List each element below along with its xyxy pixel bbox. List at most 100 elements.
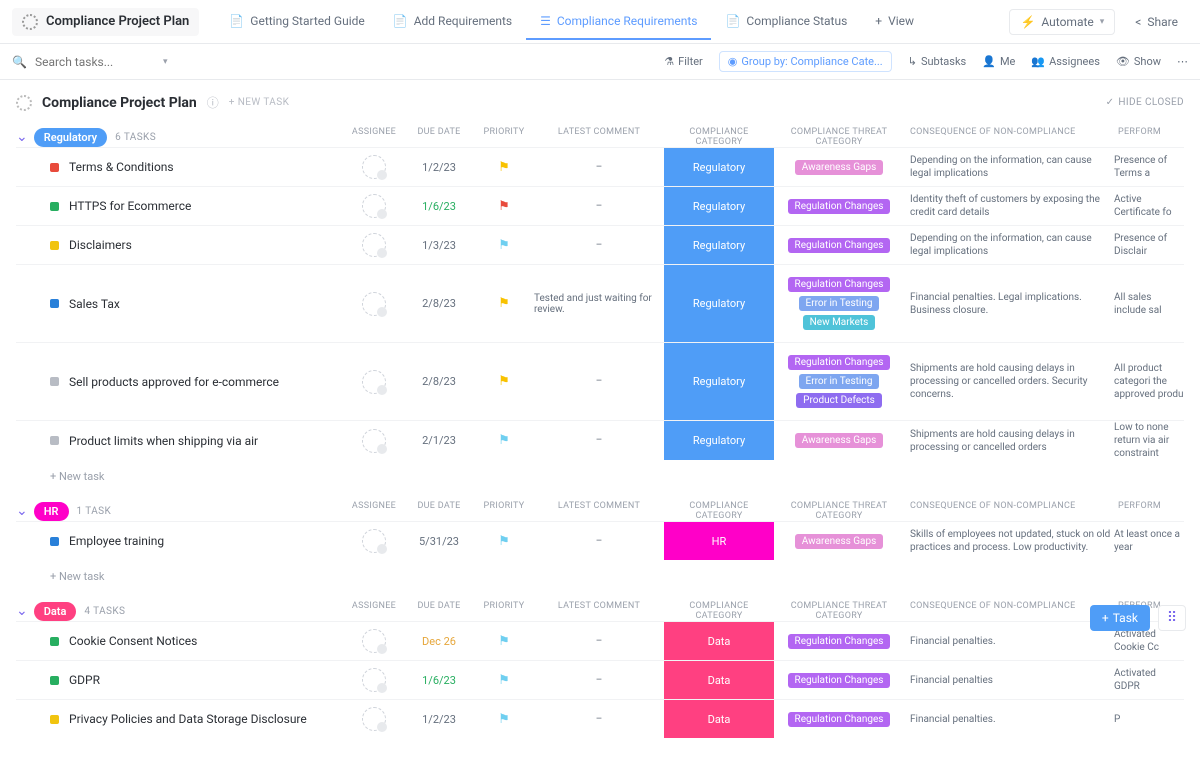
collapse-icon[interactable]: ⌄ — [16, 603, 28, 619]
task-name[interactable]: GDPR — [69, 673, 100, 687]
status-square[interactable] — [50, 637, 59, 646]
category-cell[interactable]: Data — [664, 622, 774, 660]
collapse-icon[interactable]: ⌄ — [16, 503, 28, 519]
view-tab[interactable]: 📄Compliance Status — [711, 4, 861, 40]
category-cell[interactable]: Data — [664, 700, 774, 738]
threat-tag[interactable]: Regulation Changes — [788, 634, 891, 649]
new-task-button[interactable]: + New task — [16, 560, 1184, 583]
threat-tag[interactable]: Awareness Gaps — [795, 433, 884, 448]
search-input[interactable] — [35, 55, 155, 69]
status-square[interactable] — [50, 537, 59, 546]
task-name[interactable]: Sell products approved for e-commerce — [69, 375, 279, 389]
status-square[interactable] — [50, 377, 59, 386]
task-row[interactable]: Privacy Policies and Data Storage Disclo… — [16, 699, 1184, 738]
threat-tag[interactable]: Regulation Changes — [788, 673, 891, 688]
threat-tag[interactable]: Regulation Changes — [788, 712, 891, 727]
category-cell[interactable]: Regulatory — [664, 265, 774, 342]
task-name[interactable]: Disclaimers — [69, 238, 132, 252]
status-square[interactable] — [50, 163, 59, 172]
breadcrumb[interactable]: Compliance Project Plan — [12, 8, 199, 36]
category-cell[interactable]: Data — [664, 661, 774, 699]
status-square[interactable] — [50, 299, 59, 308]
assignee-avatar[interactable] — [362, 194, 386, 218]
filter-button[interactable]: ⚗Filter — [664, 55, 702, 68]
view-tab[interactable]: 📄Add Requirements — [379, 4, 526, 40]
assignee-cell[interactable] — [344, 529, 404, 553]
info-icon[interactable]: ⓘ — [207, 94, 219, 111]
priority-cell[interactable]: ⚑ — [474, 199, 534, 214]
priority-cell[interactable]: ⚑ — [474, 433, 534, 448]
priority-cell[interactable]: ⚑ — [474, 296, 534, 311]
automate-button[interactable]: ⚡ Automate ▾ — [1009, 9, 1115, 35]
task-row[interactable]: Sell products approved for e-commerce 2/… — [16, 342, 1184, 420]
share-button[interactable]: < Share — [1125, 10, 1188, 34]
assignee-cell[interactable] — [344, 155, 404, 179]
assignees-button[interactable]: 👥Assignees — [1031, 55, 1100, 68]
threat-tag[interactable]: Error in Testing — [799, 296, 880, 311]
groupby-button[interactable]: ◉Group by: Compliance Cate... — [719, 51, 892, 72]
search-box[interactable]: 🔍 ▾ — [12, 55, 272, 69]
threat-tag[interactable]: Awareness Gaps — [795, 534, 884, 549]
fab-apps-button[interactable]: ⠿ — [1158, 605, 1186, 631]
threat-tag[interactable]: New Markets — [803, 315, 876, 330]
assignee-cell[interactable] — [344, 194, 404, 218]
view-tab[interactable]: ☰Compliance Requirements — [526, 4, 711, 40]
assignee-avatar[interactable] — [362, 707, 386, 731]
assignee-avatar[interactable] — [362, 529, 386, 553]
assignee-cell[interactable] — [344, 429, 404, 453]
task-row[interactable]: Disclaimers 1/3/23 ⚑ – Regulatory Regula… — [16, 225, 1184, 264]
threat-tag[interactable]: Regulation Changes — [788, 355, 891, 370]
task-name[interactable]: HTTPS for Ecommerce — [69, 199, 191, 213]
status-square[interactable] — [50, 436, 59, 445]
status-square[interactable] — [50, 241, 59, 250]
assignee-avatar[interactable] — [362, 668, 386, 692]
task-row[interactable]: HTTPS for Ecommerce 1/6/23 ⚑ – Regulator… — [16, 186, 1184, 225]
task-row[interactable]: Terms & Conditions 1/2/23 ⚑ – Regulatory… — [16, 147, 1184, 186]
group-pill[interactable]: Data — [34, 602, 77, 621]
show-button[interactable]: 👁Show — [1116, 55, 1161, 68]
task-name[interactable]: Terms & Conditions — [69, 160, 174, 174]
task-name[interactable]: Sales Tax — [69, 297, 120, 311]
due-cell[interactable]: 2/8/23 — [404, 375, 474, 388]
chevron-down-icon[interactable]: ▾ — [163, 57, 168, 67]
category-cell[interactable]: HR — [664, 522, 774, 560]
assignee-cell[interactable] — [344, 233, 404, 257]
task-name[interactable]: Privacy Policies and Data Storage Disclo… — [69, 712, 307, 726]
due-cell[interactable]: 2/1/23 — [404, 434, 474, 447]
due-cell[interactable]: 1/6/23 — [404, 674, 474, 687]
task-name[interactable]: Cookie Consent Notices — [69, 634, 197, 648]
priority-cell[interactable]: ⚑ — [474, 374, 534, 389]
status-square[interactable] — [50, 676, 59, 685]
due-cell[interactable]: 1/6/23 — [404, 200, 474, 213]
threat-tag[interactable]: Regulation Changes — [788, 238, 891, 253]
me-button[interactable]: 👤Me — [982, 55, 1015, 68]
assignee-cell[interactable] — [344, 370, 404, 394]
category-cell[interactable]: Regulatory — [664, 226, 774, 264]
hide-closed-button[interactable]: ✓ HIDE CLOSED — [1106, 97, 1184, 108]
new-task-header-button[interactable]: + NEW TASK — [229, 97, 289, 108]
due-cell[interactable]: 1/2/23 — [404, 713, 474, 726]
threat-tag[interactable]: Error in Testing — [799, 374, 880, 389]
category-cell[interactable]: Regulatory — [664, 343, 774, 420]
priority-cell[interactable]: ⚑ — [474, 534, 534, 549]
status-square[interactable] — [50, 202, 59, 211]
category-cell[interactable]: Regulatory — [664, 421, 774, 460]
priority-cell[interactable]: ⚑ — [474, 160, 534, 175]
priority-cell[interactable]: ⚑ — [474, 712, 534, 727]
group-pill[interactable]: HR — [34, 502, 69, 521]
view-tab[interactable]: +View — [861, 4, 928, 40]
threat-tag[interactable]: Regulation Changes — [788, 277, 891, 292]
due-cell[interactable]: 5/31/23 — [404, 535, 474, 548]
due-cell[interactable]: 1/3/23 — [404, 239, 474, 252]
priority-cell[interactable]: ⚑ — [474, 634, 534, 649]
task-row[interactable]: Employee training 5/31/23 ⚑ – HR Awarene… — [16, 521, 1184, 560]
threat-tag[interactable]: Regulation Changes — [788, 199, 891, 214]
due-cell[interactable]: Dec 26 — [404, 635, 474, 648]
category-cell[interactable]: Regulatory — [664, 148, 774, 186]
subtasks-button[interactable]: ↳Subtasks — [908, 55, 967, 68]
new-task-button[interactable]: + New task — [16, 460, 1184, 483]
assignee-avatar[interactable] — [362, 155, 386, 179]
collapse-icon[interactable]: ⌄ — [16, 129, 28, 145]
assignee-avatar[interactable] — [362, 429, 386, 453]
due-cell[interactable]: 2/8/23 — [404, 297, 474, 310]
